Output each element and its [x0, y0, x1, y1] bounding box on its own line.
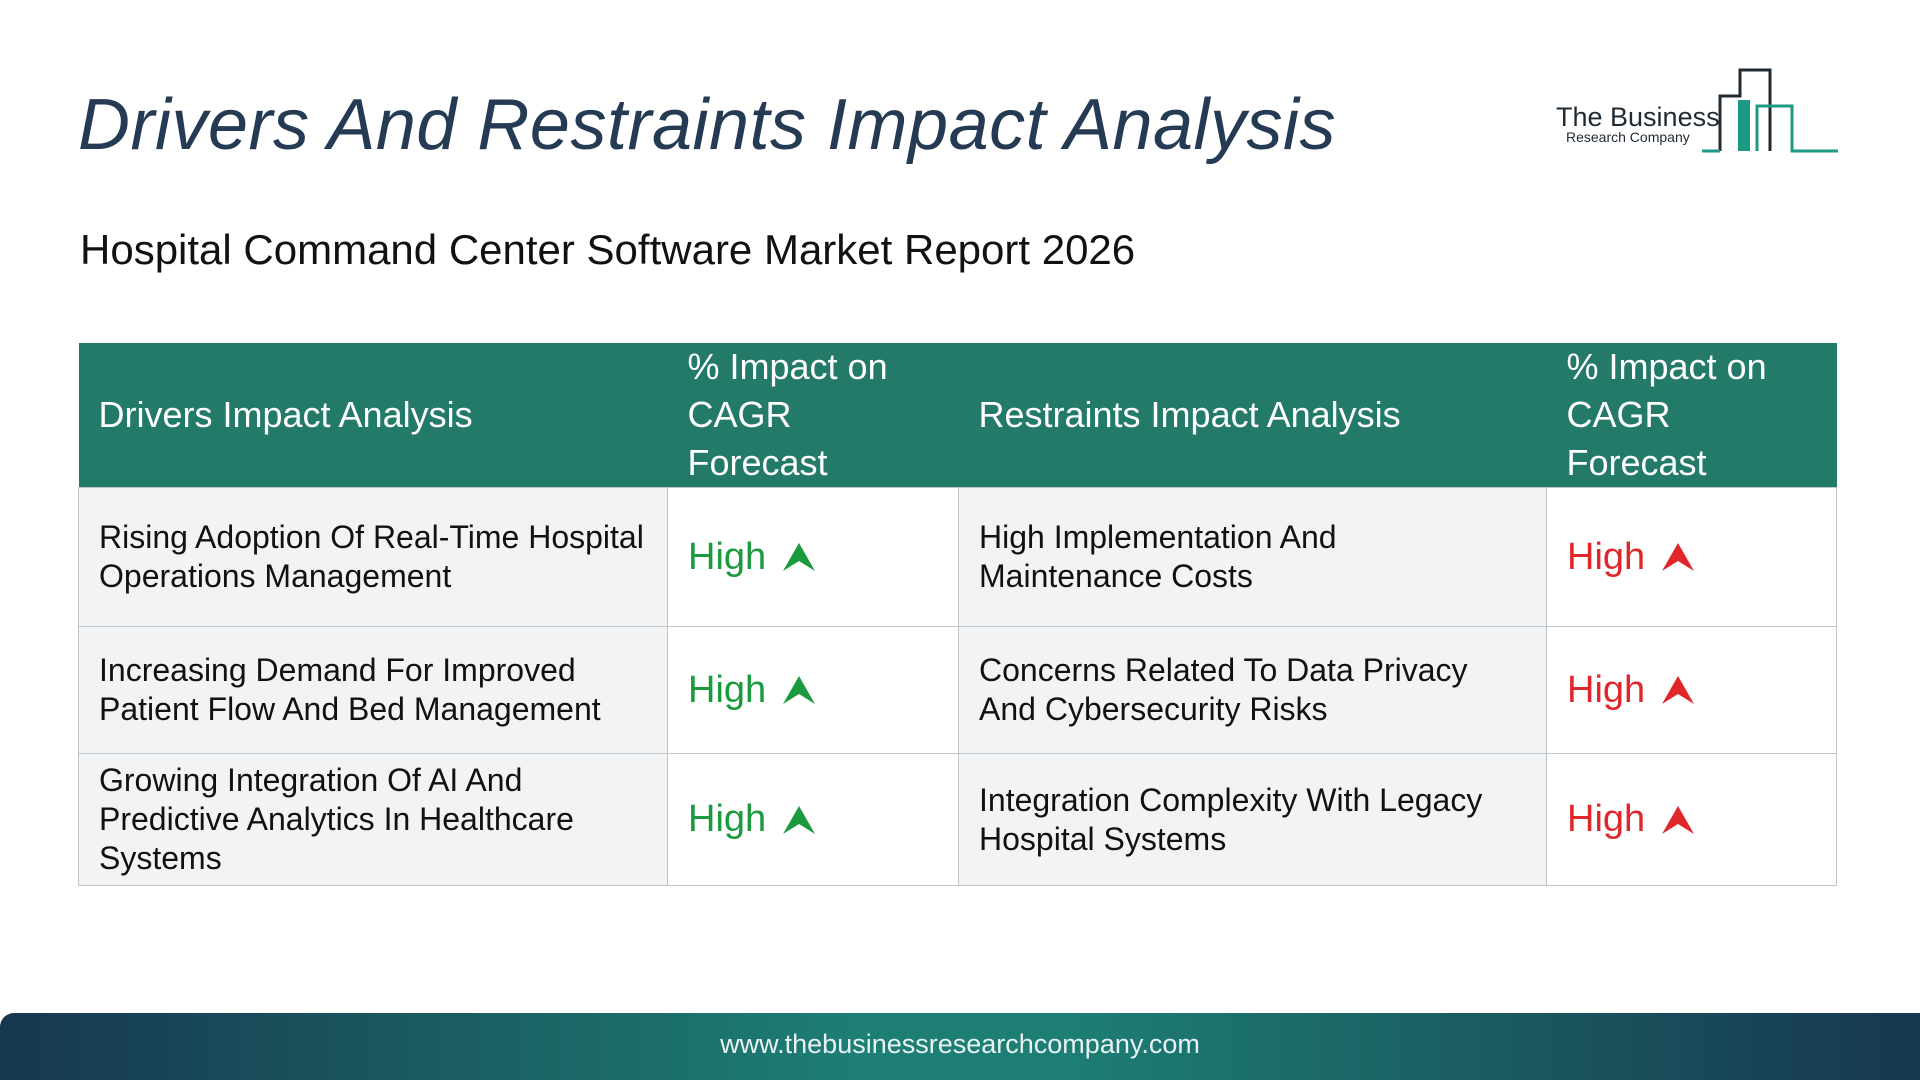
driver-cell: Increasing Demand For Improved Patient F… — [78, 626, 668, 754]
restraint-cell: High Implementation And Maintenance Cost… — [958, 487, 1547, 627]
restraint-impact-label: High — [1567, 798, 1646, 840]
up-arrow-icon — [1662, 805, 1695, 834]
driver-impact-label: High — [688, 535, 767, 578]
logo-tagline: Research Company — [1566, 129, 1690, 145]
page-title: Drivers And Restraints Impact Analysis — [78, 85, 1337, 165]
skyline-logo-icon — [1702, 68, 1838, 153]
table-row: Increasing Demand For Improved Patient F… — [78, 626, 1837, 754]
restraint-cell: Integration Complexity With Legacy Hospi… — [958, 753, 1547, 886]
impact-table: Drivers Impact Analysis % Impact on CAGR… — [78, 343, 1837, 886]
driver-impact-cell: High — [667, 487, 959, 627]
up-arrow-icon — [783, 676, 816, 704]
logo-name: The Business — [1556, 102, 1720, 132]
restraint-cell: Concerns Related To Data Privacy And Cyb… — [958, 626, 1547, 754]
report-subtitle: Hospital Command Center Software Market … — [80, 226, 1136, 273]
restraint-impact-cell: High — [1546, 753, 1837, 886]
up-arrow-icon — [1662, 676, 1695, 704]
restraint-impact-label: High — [1567, 535, 1646, 578]
table-header-row: Drivers Impact Analysis % Impact on CAGR… — [78, 343, 1837, 488]
up-arrow-icon — [783, 805, 816, 834]
restraint-impact-cell: High — [1546, 487, 1837, 627]
driver-cell: Growing Integration Of AI And Predictive… — [78, 753, 668, 886]
driver-impact-cell: High — [667, 626, 959, 754]
restraint-impact-label: High — [1567, 668, 1646, 711]
restraint-impact-cell: High — [1546, 626, 1837, 754]
header-restraint-impact: % Impact on CAGR Forecast — [1546, 343, 1837, 488]
driver-impact-label: High — [688, 798, 767, 840]
website-link[interactable]: www.thebusinessresearchcompany.com — [720, 1029, 1200, 1059]
header-restraints: Restraints Impact Analysis — [958, 343, 1547, 488]
header-drivers: Drivers Impact Analysis — [78, 343, 668, 488]
table-row: Rising Adoption Of Real-Time Hospital Op… — [78, 487, 1837, 627]
up-arrow-icon — [1662, 543, 1695, 571]
table-row: Growing Integration Of AI And Predictive… — [78, 753, 1837, 886]
footer-bar: www.thebusinessresearchcompany.com — [0, 1013, 1920, 1080]
driver-cell: Rising Adoption Of Real-Time Hospital Op… — [78, 487, 668, 627]
driver-impact-cell: High — [667, 753, 959, 886]
driver-impact-label: High — [688, 668, 767, 711]
up-arrow-icon — [783, 543, 816, 571]
company-logo: The Business Research Company — [1552, 66, 1838, 156]
header-driver-impact: % Impact on CAGR Forecast — [667, 343, 959, 488]
